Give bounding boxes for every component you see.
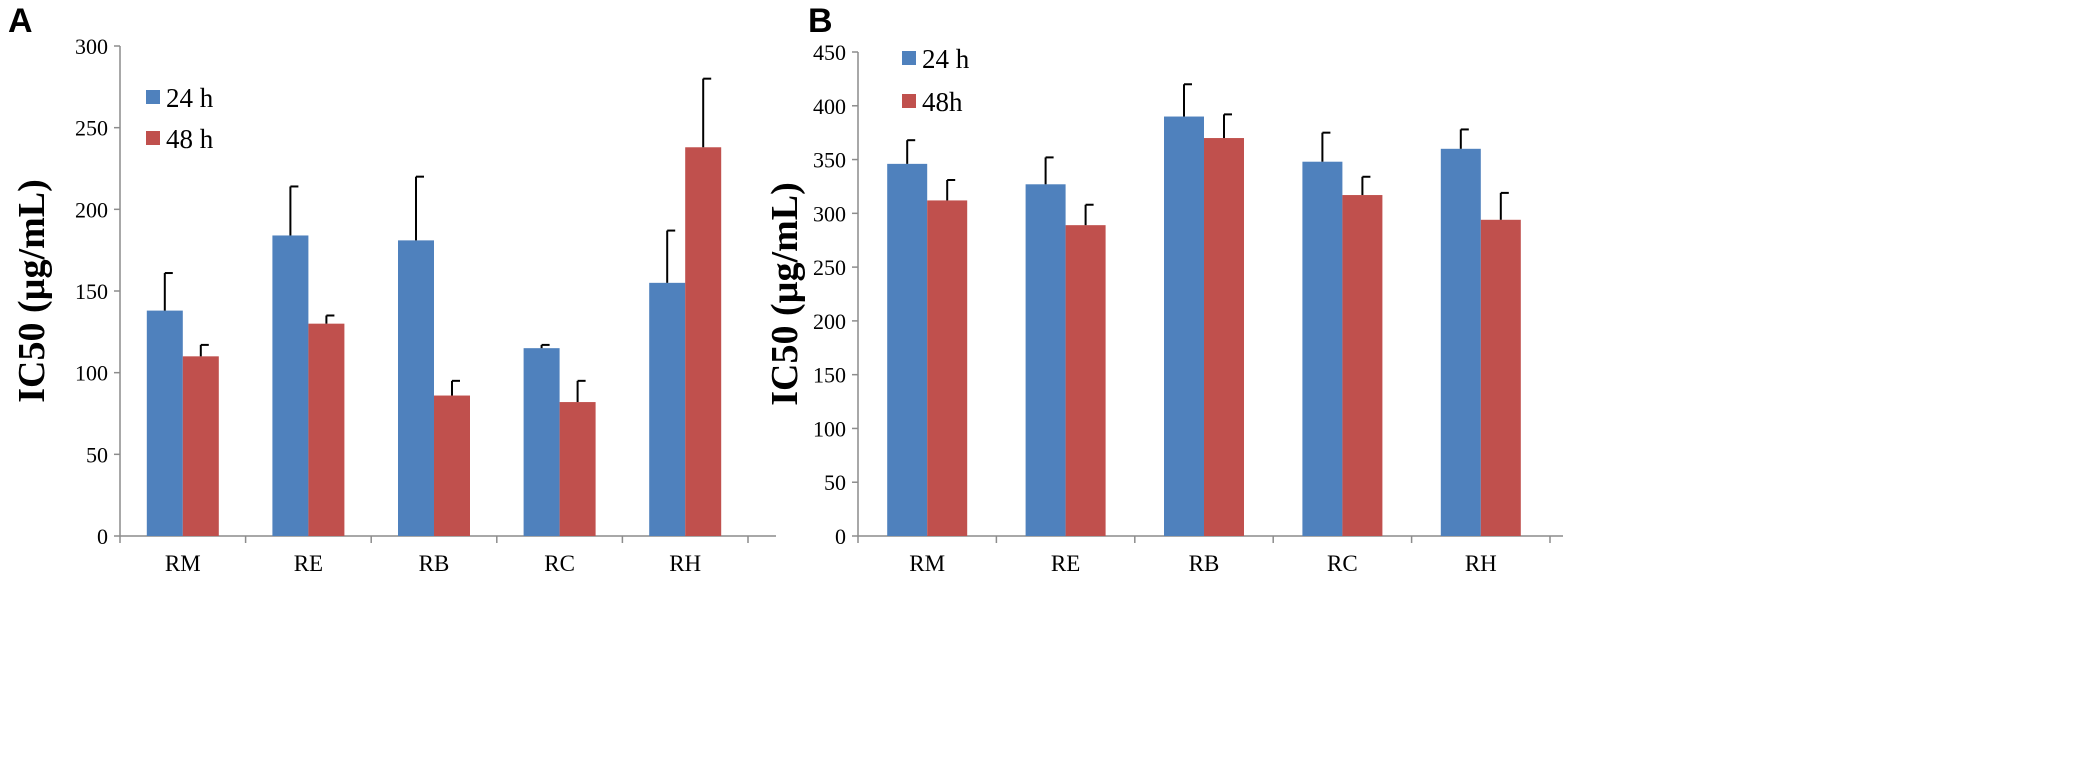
bar-rb-series-1 [398,240,434,536]
legend-swatch [902,94,916,108]
y-tick-label: 0 [97,524,108,549]
panel-label: A [8,2,33,40]
bar-rb-series-2 [1204,138,1244,537]
legend-label: 48h [922,87,963,117]
y-tick-label: 300 [75,34,108,59]
legend-swatch [902,51,916,65]
panel-label: B [808,2,833,40]
y-axis-title: IC50 (µg/mL) [764,182,806,406]
y-tick-label: 150 [813,363,846,388]
y-axis-title: IC50 (µg/mL) [11,179,53,403]
bar-rm-series-1 [887,163,928,536]
x-category-label: RM [165,551,201,576]
bar-rb-series-2 [434,395,470,536]
y-tick-label: 350 [813,148,846,173]
x-category-label: RB [419,551,450,576]
y-tick-label: 300 [813,201,846,226]
y-tick-label: 50 [86,442,108,467]
y-tick-label: 150 [75,279,108,304]
bar-rc-series-2 [1342,195,1383,536]
bar-rh-series-2 [1480,219,1521,536]
y-tick-label: 50 [824,470,846,495]
legend-label: 24 h [922,44,970,74]
bar-re-series-1 [272,235,309,536]
bar-re-series-1 [1025,184,1066,536]
chart-panel-b: B IC50 (µg/mL) 0 50 100 150 200 250 300 350 400 450… [764,2,1563,576]
bar-re-series-2 [308,323,345,536]
y-tick-label: 200 [75,197,108,222]
bar-rm-series-2 [927,200,968,536]
y-tick-label: 100 [75,361,108,386]
x-category-label: RH [1465,551,1497,576]
x-category-label: RE [294,551,323,576]
x-category-label: RC [1327,551,1358,576]
bar-rb-series-1 [1164,116,1204,537]
y-tick-label: 450 [813,40,846,65]
x-category-label: RC [544,551,575,576]
bar-rm-series-1 [146,310,183,536]
bar-rh-series-1 [649,282,686,536]
bar-rm-series-2 [182,356,219,536]
chart-panel-a: A IC50 (µg/mL) 0 50 100 150 200 250 300 RM RE RB RC R… [8,2,776,576]
bar-re-series-2 [1065,225,1106,537]
bar-rh-series-2 [685,147,722,536]
legend-label: 24 h [166,83,214,113]
x-category-label: RH [669,551,701,576]
x-category-label: RE [1051,551,1080,576]
y-tick-label: 250 [75,116,108,141]
y-tick-label: 0 [835,524,846,549]
y-tick-label: 250 [813,255,846,280]
bar-rc-series-1 [1302,161,1343,536]
legend-label: 48 h [166,124,214,154]
legend-swatch [146,90,160,104]
x-category-label: RB [1189,551,1220,576]
bar-rc-series-1 [523,348,560,536]
y-tick-label: 200 [813,309,846,334]
bar-rc-series-2 [559,402,596,536]
bar-rh-series-1 [1440,148,1481,537]
x-category-label: RM [909,551,945,576]
legend-swatch [146,131,160,145]
y-tick-label: 100 [813,416,846,441]
y-tick-label: 400 [813,94,846,119]
